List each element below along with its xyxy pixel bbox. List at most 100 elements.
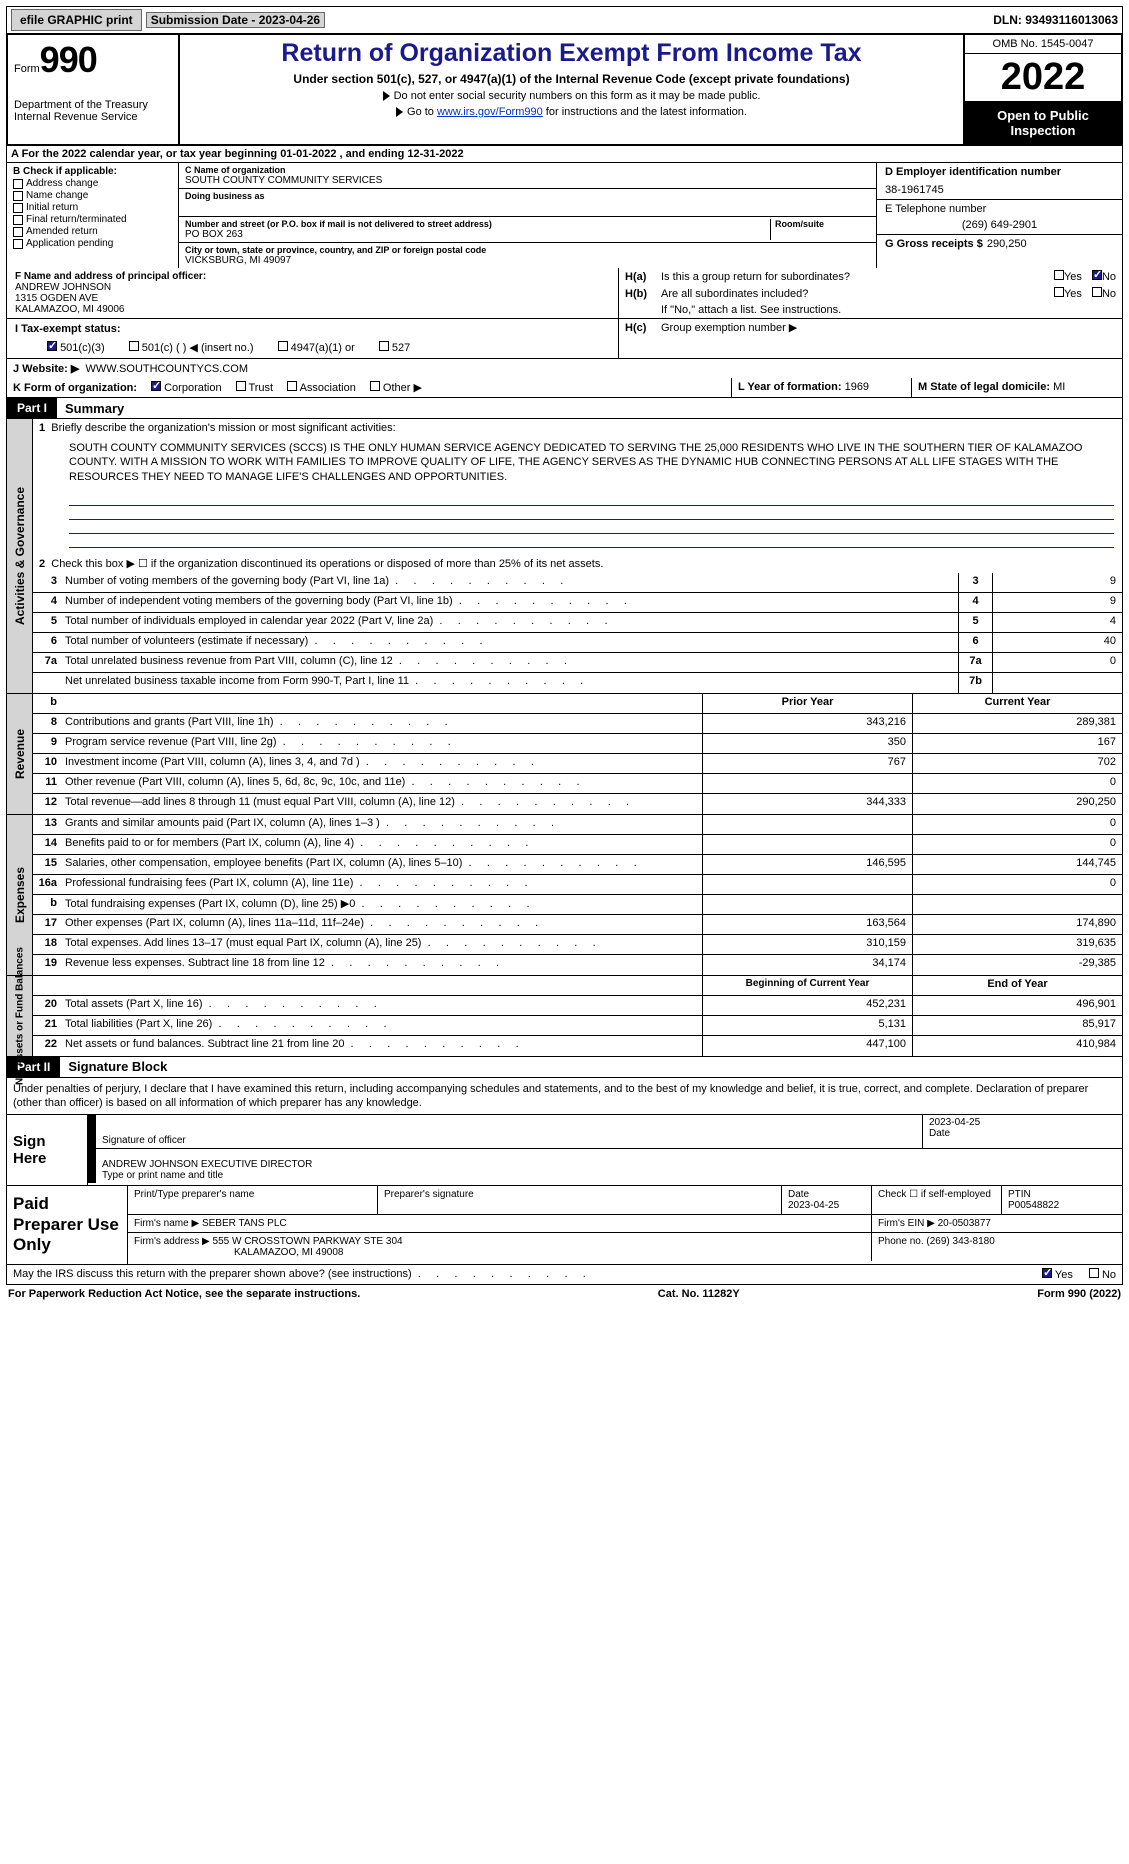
- current-value: 0: [912, 774, 1122, 793]
- sig-date-label: Date: [929, 1128, 1116, 1139]
- opt-amended: Amended return: [26, 226, 98, 237]
- prior-value: 767: [702, 754, 912, 773]
- form-title: Return of Organization Exempt From Incom…: [188, 39, 955, 68]
- opt-address: Address change: [26, 178, 98, 189]
- ptin-label: PTIN: [1008, 1189, 1116, 1200]
- dln: DLN: 93493116013063: [993, 13, 1118, 27]
- blank-line: [69, 506, 1114, 520]
- firm-phone-label: Phone no.: [878, 1236, 924, 1247]
- checkbox-501c3[interactable]: [47, 341, 57, 351]
- line-num: 21: [33, 1016, 61, 1035]
- hc-label: H(c): [625, 322, 661, 334]
- checkbox-501c[interactable]: [129, 341, 139, 351]
- line-desc: Total fundraising expenses (Part IX, col…: [61, 895, 702, 914]
- firm-ein: 20-0503877: [938, 1218, 991, 1229]
- line-desc: Other expenses (Part IX, column (A), lin…: [61, 915, 702, 934]
- sign-here-block: Sign Here Signature of officer 2023-04-2…: [6, 1115, 1123, 1186]
- website-value: WWW.SOUTHCOUNTYCS.COM: [85, 363, 248, 375]
- line-desc: Other revenue (Part VIII, column (A), li…: [61, 774, 702, 793]
- current-value: 319,635: [912, 935, 1122, 954]
- line-num: 12: [33, 794, 61, 814]
- checkbox-other[interactable]: [370, 381, 380, 391]
- hb-note: If "No," attach a list. See instructions…: [661, 304, 841, 316]
- prep-name-label: Print/Type preparer's name: [128, 1186, 378, 1214]
- checkbox-final[interactable]: [13, 215, 23, 225]
- line-num: 4: [33, 593, 61, 612]
- line-value: 9: [992, 573, 1122, 592]
- line-desc: Total number of volunteers (estimate if …: [61, 633, 958, 652]
- block-fh: F Name and address of principal officer:…: [6, 268, 1123, 359]
- row-b: b: [33, 694, 61, 713]
- tax-status-label: I Tax-exempt status:: [15, 323, 121, 335]
- opt-501c3: 501(c)(3): [60, 342, 105, 354]
- current-value: [912, 895, 1122, 914]
- hdr-begin: Beginning of Current Year: [702, 976, 912, 995]
- state-label: M State of legal domicile:: [918, 381, 1050, 393]
- may-discuss-row: May the IRS discuss this return with the…: [6, 1265, 1123, 1285]
- officer-label: F Name and address of principal officer:: [15, 271, 610, 282]
- addr-label: Number and street (or P.O. box if mail i…: [185, 219, 770, 229]
- prior-value: [702, 774, 912, 793]
- line-num: 9: [33, 734, 61, 753]
- line-desc: Benefits paid to or for members (Part IX…: [61, 835, 702, 854]
- line-desc: Net unrelated business taxable income fr…: [61, 673, 958, 693]
- expenses-section: Expenses 13 Grants and similar amounts p…: [6, 815, 1123, 976]
- checkbox-assoc[interactable]: [287, 381, 297, 391]
- line-desc: Net assets or fund balances. Subtract li…: [61, 1036, 702, 1056]
- line-value: 40: [992, 633, 1122, 652]
- checkbox-pending[interactable]: [13, 239, 23, 249]
- line-num: 13: [33, 815, 61, 834]
- no-label: No: [1102, 288, 1116, 300]
- note-goto-pre: Go to: [407, 106, 437, 118]
- efile-button[interactable]: efile GRAPHIC print: [11, 9, 142, 31]
- prior-value: 343,216: [702, 714, 912, 733]
- sign-here-label: Sign Here: [7, 1115, 87, 1185]
- checkbox-4947[interactable]: [278, 341, 288, 351]
- checkbox-discuss-yes[interactable]: [1042, 1268, 1052, 1278]
- checkbox-hb-yes[interactable]: [1054, 287, 1064, 297]
- checkbox-527[interactable]: [379, 341, 389, 351]
- checkbox-ha-no[interactable]: [1092, 270, 1102, 280]
- current-value: 0: [912, 875, 1122, 894]
- line-box: 4: [958, 593, 992, 612]
- part2-title: Signature Block: [60, 1059, 167, 1074]
- blank-line: [69, 492, 1114, 506]
- gross-value: 290,250: [987, 238, 1027, 250]
- prior-value: 5,131: [702, 1016, 912, 1035]
- sig-bar-icon: [88, 1115, 96, 1148]
- current-value: 85,917: [912, 1016, 1122, 1035]
- phone-label: E Telephone number: [885, 203, 1114, 215]
- checkbox-corp[interactable]: [151, 381, 161, 391]
- line-num: b: [33, 895, 61, 914]
- side-activities: Activities & Governance: [13, 487, 27, 625]
- yes-label: Yes: [1064, 288, 1082, 300]
- checkbox-address[interactable]: [13, 179, 23, 189]
- form-header: Form990 Department of the Treasury Inter…: [6, 34, 1123, 146]
- prep-date: 2023-04-25: [788, 1200, 865, 1211]
- row-a: A For the 2022 calendar year, or tax yea…: [6, 146, 1123, 163]
- checkbox-trust[interactable]: [236, 381, 246, 391]
- arrow-icon: [383, 91, 390, 101]
- checkbox-initial[interactable]: [13, 203, 23, 213]
- checkbox-name[interactable]: [13, 191, 23, 201]
- no-label: No: [1102, 271, 1116, 283]
- side-revenue: Revenue: [13, 729, 27, 779]
- checkbox-hb-no[interactable]: [1092, 287, 1102, 297]
- line-value: [992, 673, 1122, 693]
- line-desc: Total revenue—add lines 8 through 11 (mu…: [61, 794, 702, 814]
- room-label: Room/suite: [775, 219, 870, 229]
- line-num: [33, 673, 61, 693]
- prior-value: 146,595: [702, 855, 912, 874]
- name-type-label: Type or print name and title: [102, 1170, 1116, 1181]
- current-value: 174,890: [912, 915, 1122, 934]
- line-num: 19: [33, 955, 61, 975]
- checkbox-ha-yes[interactable]: [1054, 270, 1064, 280]
- side-expenses: Expenses: [13, 867, 27, 923]
- checkbox-discuss-no[interactable]: [1089, 1268, 1099, 1278]
- line-desc: Number of independent voting members of …: [61, 593, 958, 612]
- yes-label: Yes: [1064, 271, 1082, 283]
- irs-link[interactable]: www.irs.gov/Form990: [437, 106, 543, 118]
- mission-text: SOUTH COUNTY COMMUNITY SERVICES (SCCS) I…: [33, 437, 1122, 492]
- checkbox-amended[interactable]: [13, 227, 23, 237]
- ein-value: 38-1961745: [885, 184, 1114, 196]
